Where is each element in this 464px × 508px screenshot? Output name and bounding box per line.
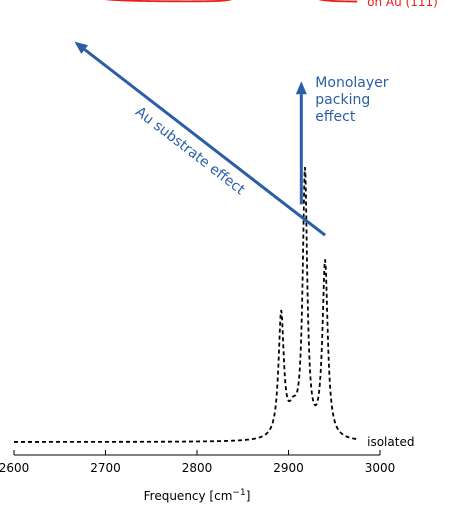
series-label-1: on Au (111) (367, 0, 438, 9)
series-line-0 (13, 166, 358, 443)
series-layer (13, 0, 358, 443)
annotation-arrow-shaft-0 (83, 48, 327, 237)
x-tick-label: 3000 (365, 461, 396, 475)
annotation-text-0: Au substrate effect (132, 104, 248, 199)
x-tick-label: 2800 (182, 461, 213, 475)
x-axis-title-sup: −1 (232, 488, 245, 498)
x-axis-ticks: 2600 2700 2800 2900 3000 (0, 450, 395, 475)
annotation-arrow-head-0 (74, 41, 89, 54)
x-tick-label: 2900 (273, 461, 304, 475)
x-axis-title: Frequency [cm−1] (144, 488, 251, 503)
x-tick-label: 2600 (0, 461, 29, 475)
annotation-layer: Au substrate effect Monolayer packing effec… (74, 41, 389, 237)
x-tick-label: 2700 (90, 461, 121, 475)
annotation-arrow-head-1 (295, 81, 307, 95)
annotation-text-1: Monolayer packing effect (315, 75, 388, 125)
series-label-0: isolated (367, 435, 414, 449)
series-line-1 (104, 0, 358, 3)
x-axis-title-close: ] (246, 489, 251, 503)
x-axis-title-main: Frequency [cm (144, 489, 233, 503)
